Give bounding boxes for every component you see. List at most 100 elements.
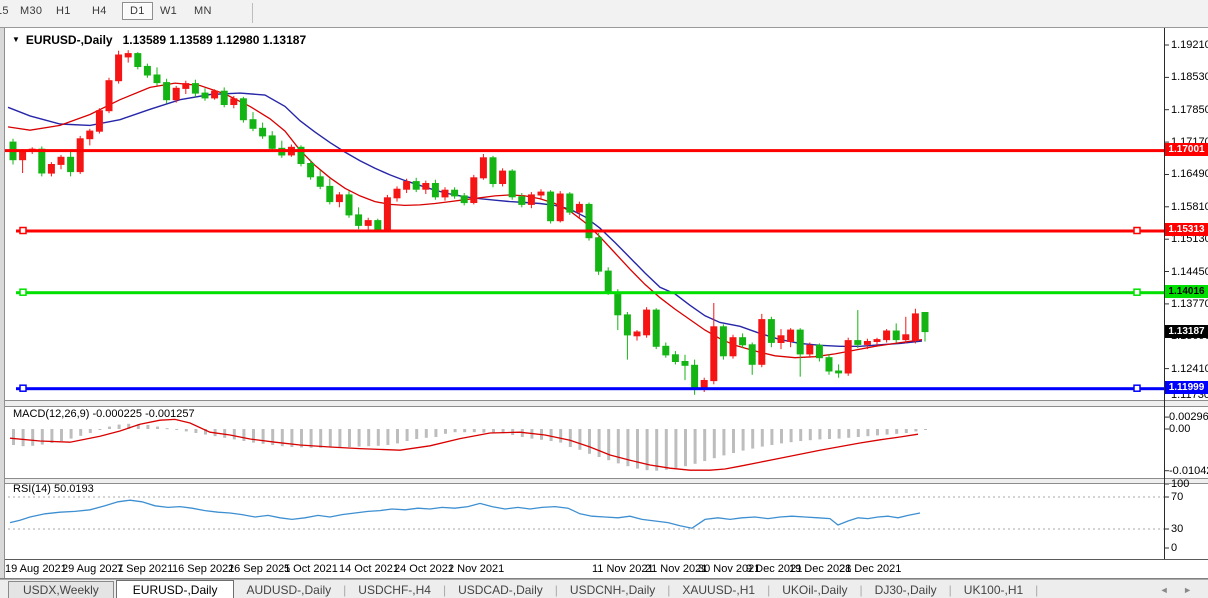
macd-histogram-bar bbox=[40, 429, 44, 445]
macd-axis-label: -0.01042 bbox=[1169, 465, 1208, 477]
tab-separator: | bbox=[859, 582, 863, 597]
candle-body bbox=[470, 177, 478, 204]
candle-body bbox=[854, 340, 862, 345]
macd-histogram-bar bbox=[21, 429, 25, 447]
macd-histogram-bar bbox=[876, 429, 879, 436]
date-label: 28 Dec 2021 bbox=[839, 563, 902, 575]
candle-body bbox=[182, 83, 190, 89]
candle-body bbox=[671, 354, 679, 362]
timeframe-button-mn[interactable]: MN bbox=[194, 5, 212, 17]
macd-histogram-bar bbox=[760, 429, 764, 447]
macd-histogram-bar bbox=[60, 429, 63, 441]
macd-histogram-bar bbox=[703, 429, 707, 461]
candle-body bbox=[47, 164, 55, 174]
macd-histogram-bar bbox=[88, 429, 92, 433]
panel-splitter-rsi[interactable] bbox=[0, 478, 1208, 484]
macd-histogram-bar bbox=[492, 429, 495, 433]
macd-histogram-bar bbox=[588, 429, 591, 454]
candle-body bbox=[220, 90, 228, 105]
candle-body bbox=[124, 53, 132, 58]
tab-scroll-arrows[interactable]: ◄ ► bbox=[1159, 584, 1198, 595]
tab-usdcnh-daily[interactable]: USDCNH-,Daily bbox=[569, 582, 656, 597]
candle-body bbox=[393, 188, 401, 199]
line-handle bbox=[19, 226, 27, 235]
macd-histogram-bar bbox=[367, 429, 371, 447]
candle-body bbox=[297, 146, 305, 165]
line-handle bbox=[1133, 384, 1141, 392]
macd-histogram-bar bbox=[386, 429, 390, 445]
candle-body bbox=[460, 195, 468, 204]
tab-xauusd-h1[interactable]: XAUUSD-,H1 bbox=[682, 582, 756, 597]
candle-body bbox=[76, 138, 84, 173]
timeframe-toolbar: 15 M30 H1 H4 D1 W1 MN bbox=[0, 0, 1208, 28]
candle-body bbox=[431, 183, 439, 198]
candle-body bbox=[508, 170, 516, 198]
candle-body bbox=[259, 127, 267, 137]
macd-histogram-bar bbox=[856, 429, 860, 437]
candle-body bbox=[710, 326, 718, 382]
timeframe-button-h1[interactable]: H1 bbox=[56, 5, 71, 17]
candle-body bbox=[825, 357, 833, 372]
date-label: 2 Nov 2021 bbox=[448, 563, 505, 575]
chart-tab-bar: USDX,Weekly EURUSD-,Daily AUDUSD-,Daily | US… bbox=[0, 579, 1208, 598]
macd-histogram-bar bbox=[885, 429, 889, 435]
tab-separator: | bbox=[343, 582, 347, 597]
tab-usdchf-h4[interactable]: USDCHF-,H4 bbox=[358, 582, 431, 597]
tab-eurusd-daily[interactable]: EURUSD-,Daily bbox=[115, 579, 235, 598]
macd-histogram-bar bbox=[136, 424, 140, 429]
tab-usdcad-daily[interactable]: USDCAD-,Daily bbox=[458, 582, 543, 597]
candle-body bbox=[575, 203, 583, 213]
candle-body bbox=[86, 130, 94, 140]
price-tick-label: 1.14450 bbox=[1171, 266, 1208, 278]
macd-histogram-bar bbox=[578, 429, 582, 450]
price-tick-label: 1.15130 bbox=[1171, 233, 1208, 245]
candle-body bbox=[105, 80, 113, 112]
candle-body bbox=[652, 309, 660, 347]
macd-histogram-bar bbox=[12, 429, 15, 445]
tab-separator: | bbox=[767, 582, 771, 597]
macd-histogram-bar bbox=[396, 429, 399, 444]
date-label: 24 Oct 2021 bbox=[394, 563, 454, 575]
timeframe-button-d1[interactable]: D1 bbox=[122, 2, 153, 20]
candle-body bbox=[767, 319, 775, 343]
candle-body bbox=[38, 148, 46, 174]
macd-histogram-bar bbox=[914, 429, 918, 432]
candle-body bbox=[883, 330, 891, 341]
price-tick-label: 1.17850 bbox=[1171, 104, 1208, 116]
tab-usdx-weekly[interactable]: USDX,Weekly bbox=[8, 580, 114, 598]
candle-body bbox=[921, 312, 929, 333]
date-label: 19 Dec 2021 bbox=[789, 563, 852, 575]
timeframe-button-m30[interactable]: M30 bbox=[20, 5, 43, 17]
tab-dj30-daily[interactable]: DJ30-,Daily bbox=[874, 582, 937, 597]
macd-axis-label: 0.00 bbox=[1169, 423, 1191, 435]
chevron-down-icon[interactable]: ▼ bbox=[12, 35, 20, 44]
tab-uk100-h1[interactable]: UK100-,H1 bbox=[963, 582, 1024, 597]
macd-histogram-bar bbox=[732, 429, 735, 453]
macd-histogram-bar bbox=[655, 429, 659, 471]
chart-ohlc-values: 1.13589 1.13589 1.12980 1.13187 bbox=[122, 33, 307, 47]
rsi-axis-label: 0 bbox=[1171, 542, 1178, 554]
timeframe-button-w1[interactable]: W1 bbox=[160, 5, 178, 17]
time-axis: 19 Aug 2021 29 Aug 2021 7 Sep 2021 16 Sep 2… bbox=[0, 559, 1208, 579]
candle-body bbox=[412, 181, 420, 190]
timeframe-button-h4[interactable]: H4 bbox=[92, 5, 107, 17]
chart-window[interactable] bbox=[0, 28, 1208, 579]
macd-histogram-bar bbox=[165, 428, 169, 430]
tab-ukoil-daily[interactable]: UKOil-,Daily bbox=[782, 582, 848, 597]
macd-histogram-bar bbox=[770, 429, 774, 445]
timeframe-button-15[interactable]: 15 bbox=[0, 5, 9, 17]
candle-body bbox=[143, 65, 151, 76]
macd-histogram-bar bbox=[280, 429, 284, 447]
date-label: 16 Sep 2021 bbox=[172, 563, 235, 575]
macd-histogram-bar bbox=[290, 429, 294, 447]
candle-body bbox=[211, 90, 219, 99]
macd-histogram-bar bbox=[866, 429, 870, 437]
panel-splitter-macd[interactable] bbox=[0, 400, 1208, 407]
level-price-badge: 1.15313 bbox=[1165, 223, 1208, 236]
macd-histogram-bar bbox=[453, 429, 457, 433]
tab-audusd-daily[interactable]: AUDUSD-,Daily bbox=[246, 582, 332, 597]
candle-body bbox=[547, 191, 555, 222]
candle-body bbox=[307, 163, 315, 178]
macd-histogram-bar bbox=[232, 429, 236, 440]
